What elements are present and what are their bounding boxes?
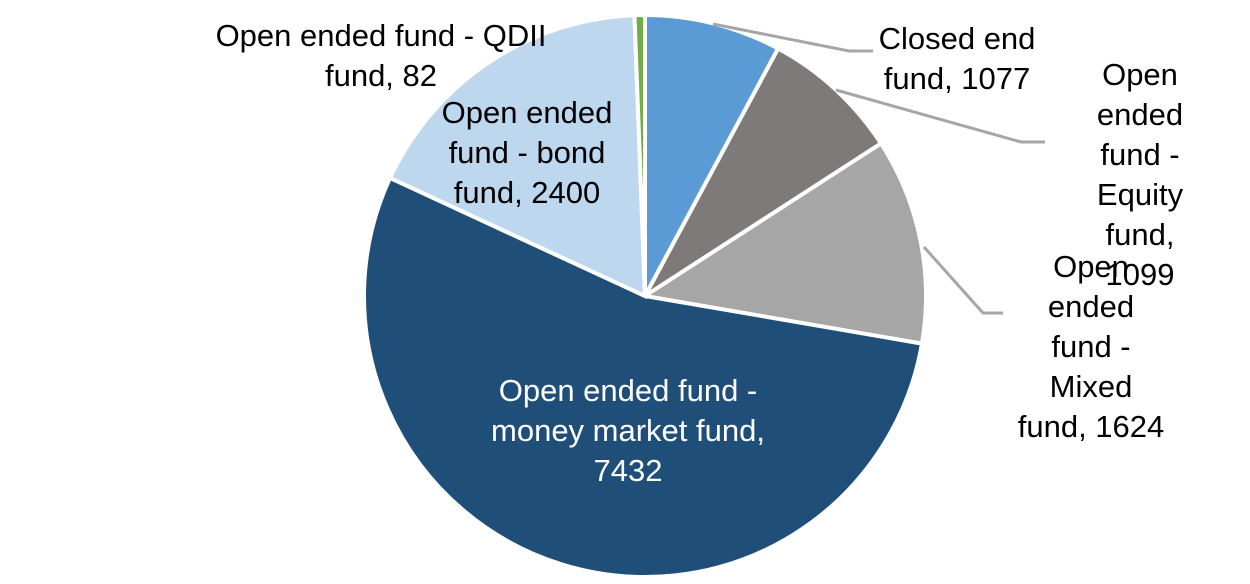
- data-label-equity-fund: Open ended fund - Equity fund, 1099: [1096, 57, 1184, 292]
- pie-slice-qdii: [632, 12, 647, 297]
- data-label-money-market-fund: Open ended fund - money market fund, 743…: [491, 373, 765, 488]
- data-label-bond-fund: Open ended fund - bond fund, 2400: [441, 95, 613, 210]
- pie-slice-money: [362, 175, 925, 579]
- leader-line-mixed: [922, 246, 1003, 315]
- data-label-mixed-fund: Open ended fund - Mixed fund, 1624: [1017, 249, 1165, 444]
- data-label-closed-end-fund: Closed end fund, 1077: [878, 21, 1036, 96]
- pie-slice-mixed: [639, 140, 928, 346]
- pie-slice-bond: [387, 13, 648, 300]
- pie-slice-equity: [643, 45, 884, 298]
- leader-line-closed: [712, 22, 873, 53]
- data-label-qdii-fund: Open ended fund - QDII fund, 82: [215, 18, 547, 93]
- leader-line-equity: [835, 88, 1045, 144]
